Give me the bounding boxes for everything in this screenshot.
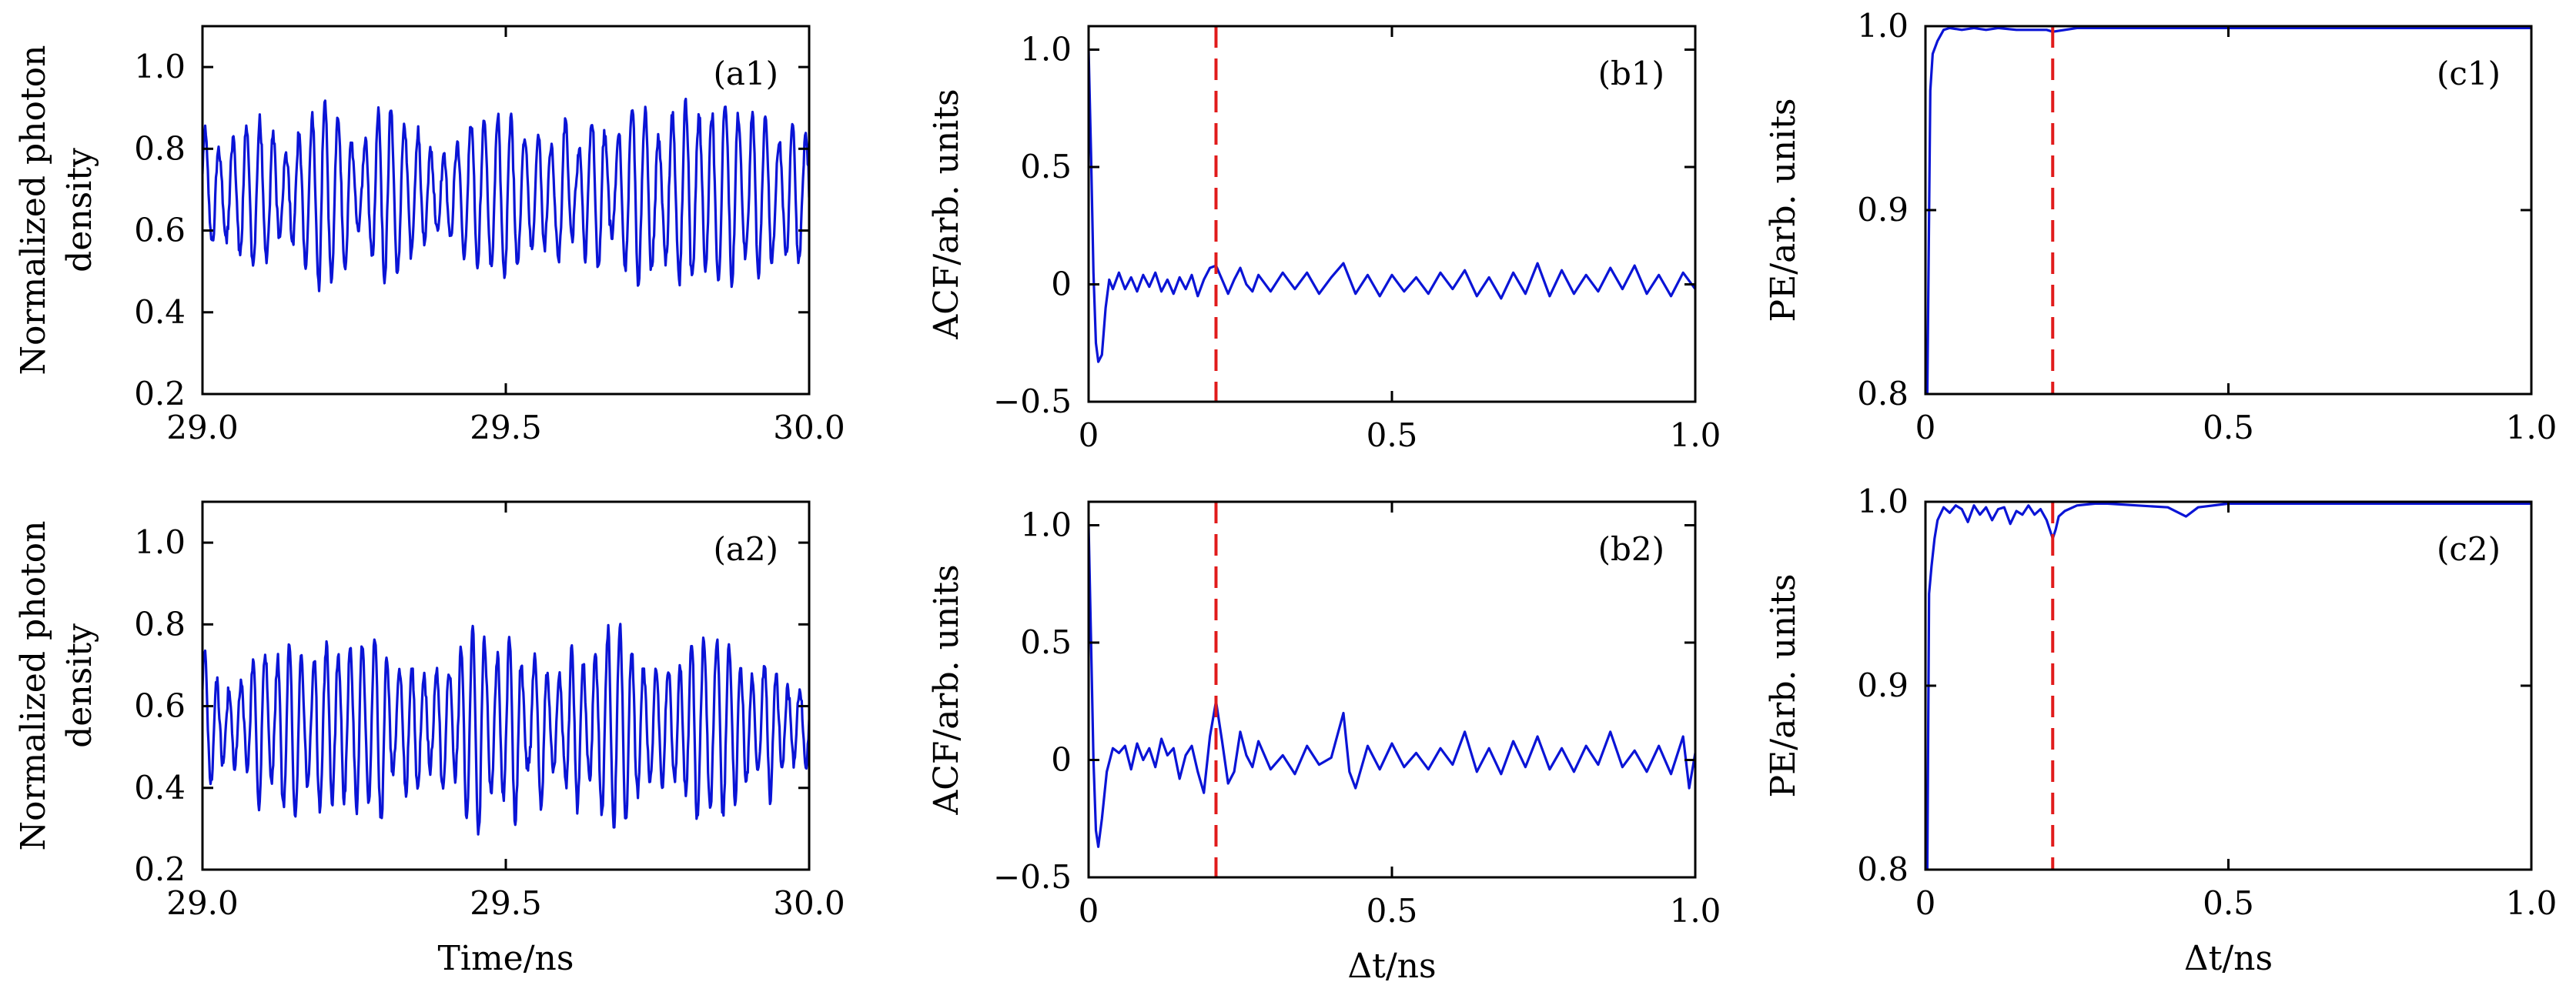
x-tick-label: 0: [1915, 409, 1936, 446]
x-tick-label: 0: [1915, 884, 1936, 922]
x-tick-label: 1.0: [2506, 884, 2558, 922]
panel-label: (b1): [1598, 55, 1664, 92]
y-tick-label: −0.5: [993, 382, 1072, 420]
panel-label: (b2): [1598, 530, 1664, 568]
y-axis-label: ACF/arb. units: [927, 564, 966, 815]
y-tick-label: 0.9: [1857, 666, 1909, 704]
y-tick-label: 1.0: [134, 48, 186, 85]
x-tick-label: 29.0: [166, 884, 239, 922]
panel-c1: 0 0.5 1.0 0.8 0.9 1.0 (c1) PE/arb. units: [1764, 7, 2557, 446]
series-line: [1925, 502, 2531, 870]
x-axis-label: Δt/ns: [2184, 939, 2273, 978]
y-tick-label: 0.2: [134, 850, 186, 888]
y-tick-label: 0.5: [1020, 623, 1072, 661]
y-tick-label: 0.4: [134, 293, 186, 331]
panel-label: (a1): [713, 55, 778, 92]
panel-label: (c2): [2437, 530, 2501, 568]
x-tick-label: 0.5: [1367, 892, 1418, 930]
panel-b2: 0 0.5 1.0−0.500.51.0(b2)ACF/arb. unitsΔt/n…: [927, 500, 1721, 986]
y-tick-label: 1.0: [1857, 483, 1909, 520]
x-tick-label: 29.0: [166, 409, 239, 446]
y-tick-label: 0.6: [134, 687, 186, 725]
y-axis-label: PE/arb. units: [1764, 574, 1803, 798]
y-tick-label: 0.5: [1020, 148, 1072, 185]
series-line: [202, 623, 809, 836]
panel-c2: 0 0.5 1.0 0.8 0.9 1.0 (c2) PE/arb. units Δt/ns: [1764, 483, 2557, 978]
panel-label: (a2): [713, 530, 778, 568]
panel-label: (c1): [2437, 55, 2501, 92]
y-axis-label: density: [60, 623, 99, 748]
x-tick-label: 0.5: [1367, 416, 1418, 454]
series-line: [1089, 525, 1695, 848]
x-tick-label: 30.0: [773, 884, 845, 922]
y-tick-label: 0: [1051, 266, 1072, 303]
x-tick-label: 1.0: [1670, 892, 1721, 930]
series-line: [202, 97, 809, 292]
y-axis-label: Normalized photon: [14, 45, 53, 376]
y-tick-label: 0.6: [134, 212, 186, 249]
y-tick-label: 1.0: [1857, 7, 1909, 45]
series-line: [1089, 49, 1695, 363]
y-axis-label: Normalized photon: [14, 521, 53, 851]
x-tick-label: 30.0: [773, 409, 845, 446]
y-axis-label: PE/arb. units: [1764, 99, 1803, 322]
x-tick-label: 0: [1079, 892, 1099, 930]
y-tick-label: 1.0: [1020, 506, 1072, 544]
y-axis-label: density: [60, 148, 99, 272]
x-tick-label: 0: [1079, 416, 1099, 454]
x-tick-label: 29.5: [470, 884, 542, 922]
x-tick-label: 1.0: [2506, 409, 2558, 446]
y-tick-label: 1.0: [1020, 31, 1072, 68]
y-tick-label: 0.8: [1857, 850, 1909, 888]
x-tick-label: 29.5: [470, 409, 542, 446]
x-axis-label: Time/ns: [438, 939, 574, 978]
y-tick-label: 0: [1051, 741, 1072, 779]
y-tick-label: 0.8: [134, 129, 186, 167]
panel-b1: 0 0.5 1.0−0.500.51.0(b1)ACF/arb. units: [927, 25, 1721, 454]
panel-a2: 29.0 29.5 30.0 0.2 0.4 0.6 0.8 1.0 (a2) Normalize…: [14, 500, 845, 978]
y-tick-label: 0.8: [1857, 375, 1909, 412]
x-tick-label: 0.5: [2203, 884, 2254, 922]
series-line: [1925, 26, 2531, 394]
x-tick-label: 1.0: [1670, 416, 1721, 454]
y-tick-label: 1.0: [134, 523, 186, 561]
y-tick-label: 0.2: [134, 375, 186, 412]
y-axis-label: ACF/arb. units: [927, 89, 966, 339]
y-tick-label: 0.9: [1857, 191, 1909, 229]
x-tick-label: 0.5: [2203, 409, 2254, 446]
panel-a1: 29.0 29.5 30.0 0.2 0.4 0.6 0.8 1.0 (a1) Normalize…: [14, 25, 845, 446]
y-tick-label: 0.4: [134, 769, 186, 807]
x-axis-label: Δt/ns: [1347, 947, 1436, 986]
y-tick-label: 0.8: [134, 605, 186, 643]
y-tick-label: −0.5: [993, 858, 1072, 896]
